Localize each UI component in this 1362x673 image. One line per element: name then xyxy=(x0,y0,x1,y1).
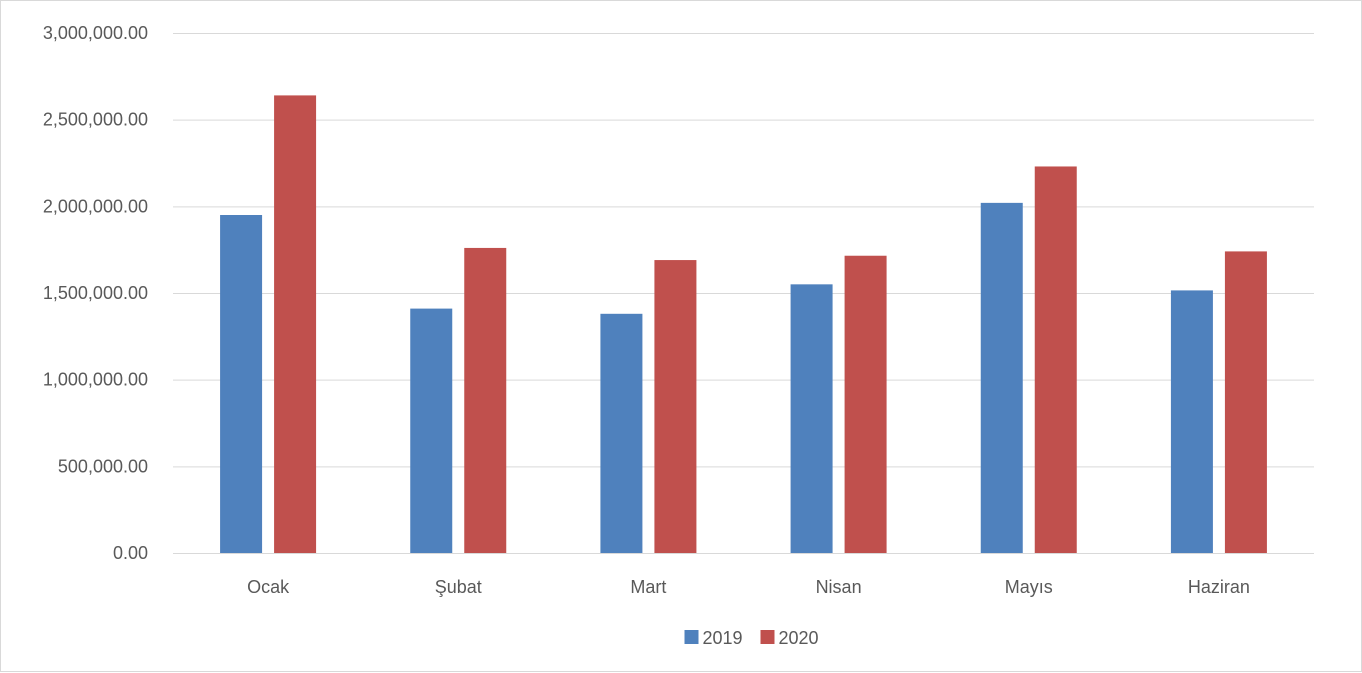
legend-label-2020: 2020 xyxy=(779,628,819,648)
legend-swatch-2019 xyxy=(684,630,699,644)
y-tick-label: 2,500,000.00 xyxy=(43,110,148,130)
legend: 2019 2020 xyxy=(684,628,819,648)
x-tick-label: Mart xyxy=(630,577,666,597)
x-tick-label: Mayıs xyxy=(1005,577,1053,597)
legend-swatch-2020 xyxy=(760,630,775,644)
x-axis-tick-labels: Ocak Şubat Mart Nisan Mayıs Haziran xyxy=(247,577,1250,597)
y-tick-label: 2,000,000.00 xyxy=(43,196,148,216)
bar-2020-Haziran xyxy=(1224,251,1267,553)
bar-2020-Mart xyxy=(654,260,697,553)
bar-2020-Mayıs xyxy=(1034,166,1077,553)
bar-2020-Ocak xyxy=(274,95,317,554)
y-axis-tick-labels: 0.00 500,000.00 1,000,000.00 1,500,000.00 2,… xyxy=(43,23,148,563)
bar-2019-Haziran xyxy=(1170,290,1213,553)
y-tick-label: 500,000.00 xyxy=(58,456,148,476)
x-tick-label: Ocak xyxy=(247,577,290,597)
legend-label-2019: 2019 xyxy=(703,628,743,648)
bar-2020-Şubat xyxy=(464,247,507,553)
y-tick-label: 1,500,000.00 xyxy=(43,283,148,303)
y-tick-label: 1,000,000.00 xyxy=(43,370,148,390)
x-tick-label: Şubat xyxy=(435,577,482,597)
x-tick-label: Haziran xyxy=(1188,577,1250,597)
y-tick-label: 3,000,000.00 xyxy=(43,23,148,43)
y-tick-label: 0.00 xyxy=(113,543,148,563)
gridlines xyxy=(173,33,1314,554)
bar-2020-Nisan xyxy=(844,255,887,553)
bar-2019-Ocak xyxy=(220,215,263,553)
bars xyxy=(220,95,1267,554)
bar-2019-Nisan xyxy=(790,284,833,553)
bar-2019-Şubat xyxy=(410,308,453,553)
bar-2019-Mayıs xyxy=(980,202,1023,553)
bar-2019-Mart xyxy=(600,313,643,553)
x-tick-label: Nisan xyxy=(816,577,862,597)
